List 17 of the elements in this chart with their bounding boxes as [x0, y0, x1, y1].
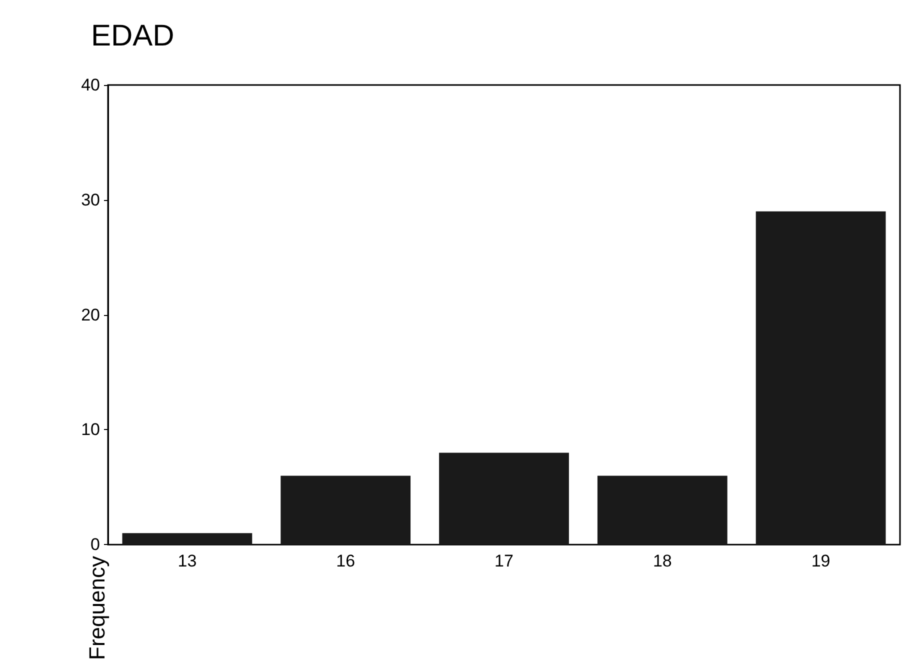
x-tick-label: 19	[811, 552, 830, 571]
bar	[122, 533, 252, 545]
y-tick-label: 10	[81, 420, 100, 440]
y-tick-label: 40	[81, 76, 100, 94]
bar	[280, 476, 411, 545]
y-axis-title: Frequency	[84, 556, 110, 660]
chart-title: EDAD	[91, 20, 174, 52]
bar	[597, 476, 728, 545]
x-tick-label: 17	[494, 552, 514, 571]
x-tick-label: 18	[652, 552, 672, 571]
y-tick-label: 20	[81, 305, 100, 324]
bar	[756, 211, 886, 545]
y-tick-label: 0	[90, 535, 100, 554]
x-tick-label: 16	[336, 552, 356, 571]
y-tick-label: 30	[81, 190, 100, 210]
bar	[439, 452, 569, 545]
x-tick-label: 13	[178, 552, 197, 571]
